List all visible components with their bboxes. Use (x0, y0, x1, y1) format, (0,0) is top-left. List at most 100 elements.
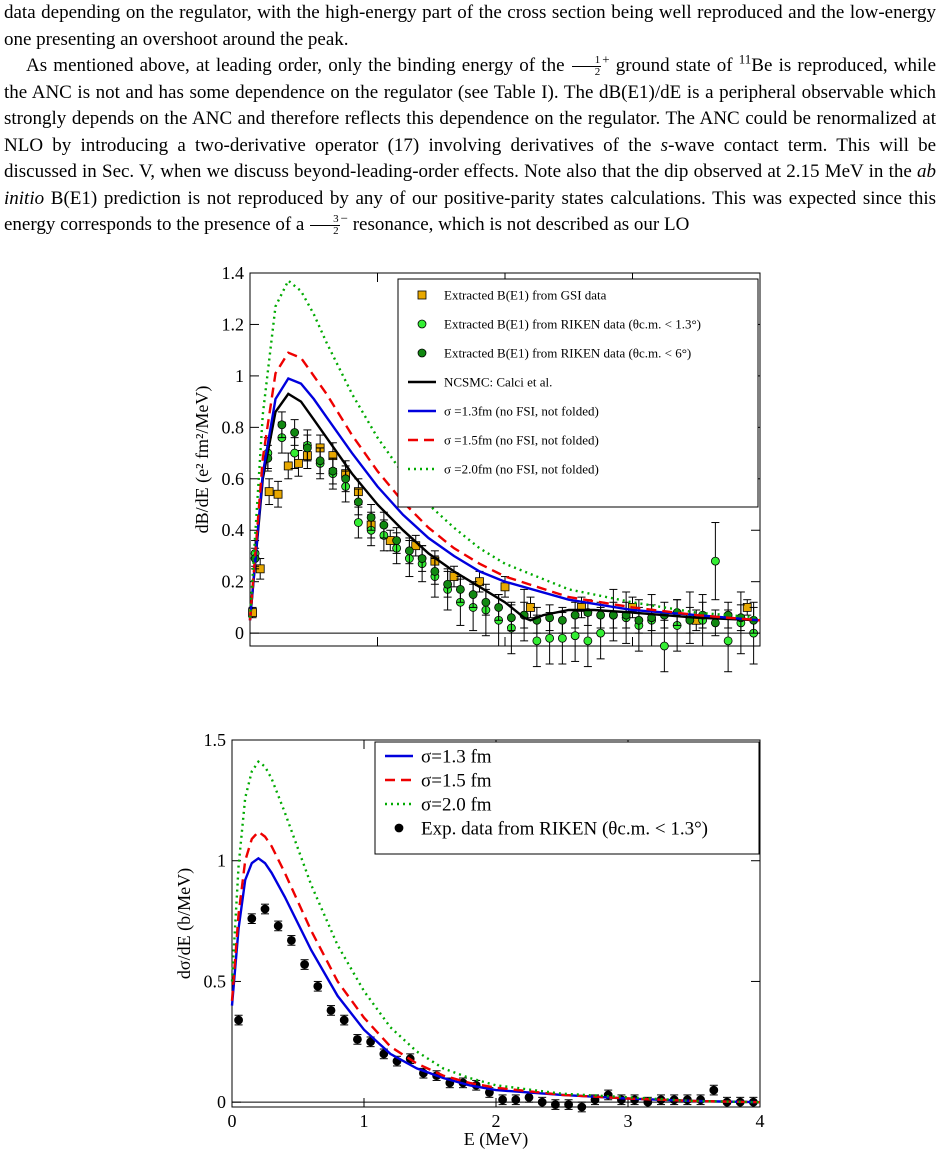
chart2-1-5-fm-line (230, 830, 761, 1104)
chart2-1-3-fm-line (230, 856, 761, 1104)
chart1-extracted-b-e1-from-riken-data-c-m-1-3-point (557, 633, 567, 643)
chart1-extracted-b-e1-from-riken-data-c-m-1-3-point (723, 636, 733, 646)
chart1-legend-1-3fm-no-fsi-not-folded-label: σ =1.3fm (no FSI, not folded) (444, 404, 599, 419)
fraction-three-halves-numerator: 3 (310, 214, 340, 227)
chart-dsigmade: 0 0.5 1 1.5 0 1 2 3 4 dσ/dE (b/MeV) E (MeV) σ=1.3 f… (170, 730, 770, 1160)
chart1-legend-extracted-b-e1-from-riken-data-c-m-6-swatch (417, 348, 427, 358)
chart1-ytick-label: 1.4 (222, 263, 245, 283)
chart2-exp-data-from-riken-c-m-1-3-point (379, 1049, 389, 1059)
chart2-xtick-label: 3 (624, 1111, 633, 1131)
chart1-ytick-label: 0.6 (222, 469, 245, 489)
chart2-legend-2-0-fm-label: σ=2.0 fm (421, 795, 492, 816)
chart-dbde: 0 0.2 0.4 0.6 0.8 1 1.2 1.4 dB/dE (e² fm²/MeV) Ex… (170, 255, 770, 675)
chart2-exp-data-from-riken-c-m-1-3-point (352, 1034, 362, 1044)
chart1-extracted-b-e1-from-riken-data-c-m-6-point (481, 597, 491, 607)
chart2-exp-data-from-riken-c-m-1-3-point (577, 1102, 587, 1112)
chart1-legend-extracted-b-e1-from-gsi-data-swatch (417, 290, 427, 300)
parity-plus: + (602, 51, 610, 67)
fraction-one-half-numerator: 1 (571, 55, 602, 68)
chart2-xlabel: E (MeV) (464, 1129, 528, 1150)
chart1-legend-1-5fm-no-fsi-not-folded-label: σ =1.5fm (no FSI, not folded) (444, 433, 599, 448)
chart2-xtick-label: 4 (756, 1111, 765, 1131)
ab-initio-italic: ab initio (4, 161, 936, 209)
parity-minus: − (340, 210, 348, 226)
chart2-legend-exp-data-from-riken-c-m-1-3-label: Exp. data from RIKEN (θc.m. < 1.3°) (421, 819, 708, 840)
chart2-exp-data-from-riken-c-m-1-3-point (313, 981, 323, 991)
chart1-ytick-label: 0.8 (222, 417, 245, 437)
chart1-extracted-b-e1-from-riken-data-c-m-1-3-point (710, 556, 720, 566)
chart2-legend-exp-data-from-riken-c-m-1-3-swatch (394, 823, 404, 833)
chart1-extracted-b-e1-from-riken-data-c-m-1-3-point (570, 631, 580, 641)
chart2-exp-data-from-riken-c-m-1-3-point (366, 1037, 376, 1047)
chart1-extracted-b-e1-from-gsi-data-point (577, 603, 586, 612)
chart1-extracted-b-e1-from-riken-data-c-m-6-point (302, 443, 312, 453)
chart1-ytick-label: 1.2 (222, 314, 245, 334)
chart2-exp-data-from-riken-c-m-1-3-point (511, 1095, 521, 1105)
chart1-ytick-label: 1 (235, 366, 244, 386)
chart2-xtick-label: 2 (492, 1111, 501, 1131)
chart1-extracted-b-e1-from-gsi-data-point (248, 608, 257, 617)
chart1-extracted-b-e1-from-riken-data-c-m-6-point (494, 603, 504, 612)
chart1-extracted-b-e1-from-riken-data-c-m-6-point (430, 566, 440, 576)
chart1-ncsmc-calci-et-al-line (248, 392, 761, 622)
chart1-extracted-b-e1-from-riken-data-c-m-6-point (634, 615, 644, 625)
paragraph-2-part-c: Be is reproduced, while the ANC is not a… (4, 55, 937, 156)
chart1-extracted-b-e1-from-riken-data-c-m-6-point (404, 546, 414, 556)
chart1-extracted-b-e1-from-riken-data-c-m-6-point (366, 512, 376, 522)
paragraph-2-part-f: resonance, which is not described as our… (352, 214, 690, 235)
chart1-extracted-b-e1-from-riken-data-c-m-6-point (506, 613, 516, 623)
chart2-exp-data-from-riken-c-m-1-3-point (550, 1100, 560, 1109)
chart1-extracted-b-e1-from-riken-data-c-m-6-point (290, 428, 300, 437)
chart1-legend-extracted-b-e1-from-riken-data-c-m-6-label: Extracted B(E1) from RIKEN data (θc.m. <… (444, 346, 691, 361)
mass-number-11: 11 (738, 51, 752, 67)
chart2-ytick-label: 0.5 (204, 971, 227, 991)
chart1-extracted-b-e1-from-riken-data-c-m-1-3-point (596, 628, 606, 638)
chart2-exp-data-from-riken-c-m-1-3-point (247, 914, 257, 924)
chart2-exp-data-from-riken-c-m-1-3-point (287, 936, 296, 945)
chart1-extracted-b-e1-from-riken-data-c-m-1-3-point (659, 641, 669, 651)
chart2-ytick-label: 1 (217, 851, 226, 871)
chart1-extracted-b-e1-from-riken-data-c-m-1-3-point (353, 518, 363, 527)
chart1-extracted-b-e1-from-riken-data-c-m-6-point (443, 579, 453, 589)
chart2-exp-data-from-riken-c-m-1-3-point (498, 1095, 508, 1105)
chart1-extracted-b-e1-from-riken-data-c-m-6-point (557, 615, 567, 625)
chart1-ytick-label: 0.4 (222, 520, 245, 540)
paragraph-1-line-1: data depending on the regulator, with th… (4, 2, 692, 23)
chart1-extracted-b-e1-from-riken-data-c-m-6-point (710, 618, 720, 628)
chart1-extracted-b-e1-from-riken-data-c-m-6-point (341, 474, 351, 484)
fraction-three-halves-denominator: 2 (333, 225, 339, 238)
chart1-extracted-b-e1-from-riken-data-c-m-6-point (392, 536, 402, 545)
chart2-exp-data-from-riken-c-m-1-3-point (564, 1100, 574, 1109)
chart1-ylabel: dB/dE (e² fm²/MeV) (192, 386, 213, 534)
chart1-extracted-b-e1-from-riken-data-c-m-1-3-point (290, 448, 300, 458)
chart1-extracted-b-e1-from-riken-data-c-m-6-point (315, 456, 325, 466)
fraction-one-half-denominator: 2 (594, 66, 601, 79)
paragraph-2: As mentioned above, at leading order, on… (4, 53, 936, 239)
chart-dbde-svg: 0 0.2 0.4 0.6 0.8 1 1.2 1.4 dB/dE (e² fm²/MeV) Ex… (192, 263, 761, 673)
chart1-extracted-b-e1-from-riken-data-c-m-1-3-point (532, 636, 542, 646)
chart2-legend-1-5-fm-label: σ=1.5 fm (421, 771, 492, 792)
chart1-extracted-b-e1-from-riken-data-c-m-6-point (468, 590, 478, 599)
paragraph-1-line-2: reproduced and the low-energy one presen… (4, 2, 937, 50)
chart2-exp-data-from-riken-c-m-1-3-point (273, 921, 283, 931)
chart-dsigmade-svg: 0 0.5 1 1.5 0 1 2 3 4 dσ/dE (b/MeV) E (MeV) σ=1.3 f… (174, 730, 765, 1150)
chart1-extracted-b-e1-from-gsi-data-point (273, 489, 283, 499)
chart1-extracted-b-e1-from-gsi-data-point (264, 487, 274, 497)
chart1-extracted-b-e1-from-riken-data-c-m-6-point (379, 520, 389, 530)
chart1-legend-extracted-b-e1-from-riken-data-c-m-1-3-swatch (417, 319, 427, 329)
chart2-ytick-label: 0 (217, 1092, 226, 1112)
chart1-legend-extracted-b-e1-from-gsi-data-label: Extracted B(E1) from GSI data (444, 288, 607, 303)
s-wave-italic: s (660, 134, 669, 156)
chart1-legend-2-0fm-no-fsi-not-folded-label: σ =2.0fm (no FSI, not folded) (444, 462, 599, 477)
chart2-exp-data-from-riken-c-m-1-3-point (326, 1006, 336, 1015)
chart1-ytick-label: 0 (235, 623, 244, 643)
chart1-legend (397, 278, 759, 508)
chart1-extracted-b-e1-from-gsi-data-point (500, 582, 510, 592)
chart1-extracted-b-e1-from-riken-data-c-m-6-point (596, 610, 606, 620)
paragraph-1: data depending on the regulator, with th… (4, 0, 936, 53)
paragraph-2-part-a: As mentioned above, at leading order, on… (26, 55, 565, 76)
chart2-legend-1-3-fm-label: σ=1.3 fm (421, 747, 492, 768)
chart2-ytick-label: 1.5 (204, 730, 227, 750)
